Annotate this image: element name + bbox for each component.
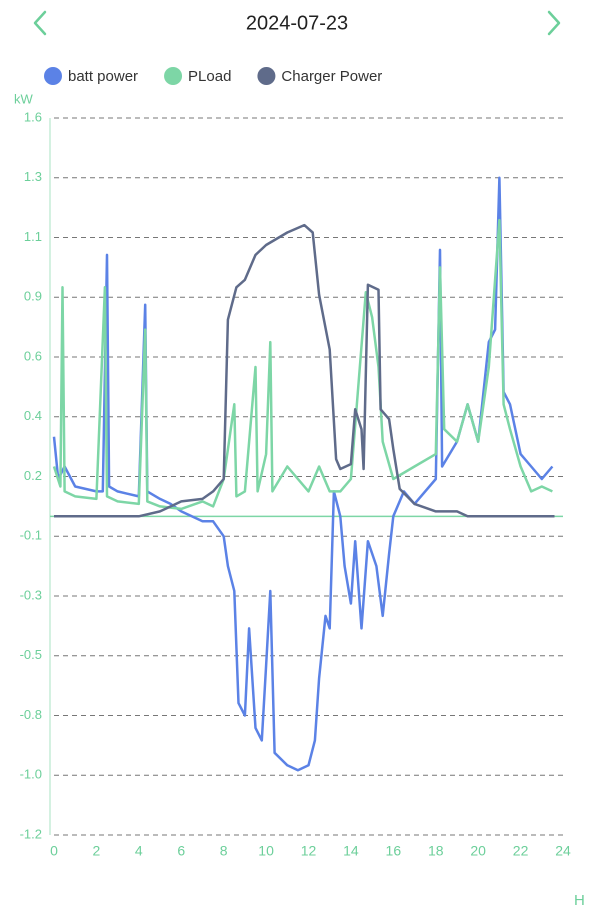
x-tick-label: 10: [258, 843, 274, 859]
y-tick-label: 1.1: [24, 229, 42, 244]
legend-marker: [257, 67, 276, 85]
next-day-button[interactable]: [547, 10, 561, 36]
prev-day-button[interactable]: [33, 10, 47, 36]
series-line: [52, 218, 553, 511]
date-title: 2024-07-23: [246, 12, 348, 34]
legend-label: Charger Power: [281, 68, 382, 85]
legend-label: PLoad: [188, 68, 231, 85]
y-tick-label: -0.5: [20, 647, 42, 662]
legend-label: batt power: [68, 68, 138, 85]
x-tick-label: 22: [513, 843, 529, 859]
x-tick-label: 18: [428, 843, 444, 859]
x-tick-label: 12: [301, 843, 317, 859]
y-tick-label: -1.0: [20, 767, 42, 782]
x-tick-label: 14: [343, 843, 359, 859]
y-tick-label: 0.9: [24, 289, 42, 304]
series-line: [54, 223, 555, 518]
legend-marker: [164, 67, 183, 85]
x-tick-label: 24: [555, 843, 571, 859]
x-tick-label: 2: [93, 843, 101, 859]
y-tick-label: -1.2: [20, 826, 42, 841]
x-tick-label: 8: [220, 843, 228, 859]
series-line: [52, 176, 554, 772]
x-tick-label: 20: [470, 843, 486, 859]
y-tick-label: -0.3: [20, 587, 42, 602]
y-tick-label: -0.1: [20, 528, 42, 543]
y-tick-label: 1.6: [24, 109, 42, 124]
x-tick-label: 16: [386, 843, 402, 859]
y-axis-label: kW: [14, 91, 34, 106]
y-tick-label: 0.6: [24, 348, 42, 363]
x-tick-label: 0: [50, 843, 58, 859]
x-tick-label: 4: [135, 843, 143, 859]
y-tick-label: 1.3: [24, 169, 42, 184]
x-axis-label: H: [574, 892, 585, 909]
y-tick-label: 0.4: [24, 408, 42, 423]
y-tick-label: 0.2: [24, 468, 42, 483]
y-tick-label: -0.8: [20, 707, 42, 722]
legend-marker: [44, 67, 62, 85]
x-tick-label: 6: [177, 843, 185, 859]
